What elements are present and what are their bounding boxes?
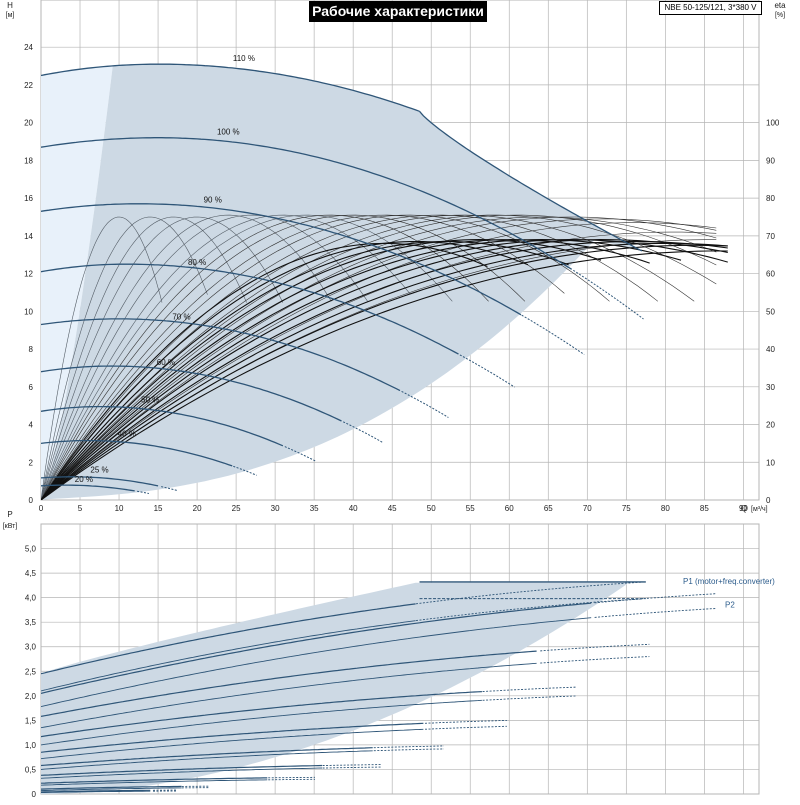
y-tick-label: 18 bbox=[24, 156, 33, 165]
x-axis-unit: [м³/ч] bbox=[751, 506, 768, 513]
speed-curve-label: 25 % bbox=[90, 465, 108, 474]
chart-title: Рабочие характеристики bbox=[309, 1, 487, 22]
p-tick-label: 0,5 bbox=[25, 765, 37, 774]
y2-tick-label: 50 bbox=[766, 307, 775, 316]
speed-curve-label: 90 % bbox=[204, 196, 222, 205]
pump-model-label: NBE 50-125/121, 3*380 V bbox=[659, 1, 762, 15]
x-axis-label: Q bbox=[741, 504, 747, 513]
p-tick-label: 4,0 bbox=[25, 594, 37, 603]
y-tick-label: 24 bbox=[24, 43, 33, 52]
x-tick-label: 60 bbox=[505, 504, 514, 513]
y-tick-label: 14 bbox=[24, 232, 33, 241]
x-tick-label: 20 bbox=[193, 504, 202, 513]
y-tick-label: 8 bbox=[29, 345, 34, 354]
speed-curve-label: 60 % bbox=[157, 358, 175, 367]
y-tick-label: 20 bbox=[24, 119, 33, 128]
p-tick-label: 3,0 bbox=[25, 643, 37, 652]
speed-curve-label: 110 % bbox=[233, 54, 255, 63]
x-tick-label: 40 bbox=[349, 504, 358, 513]
x-tick-label: 5 bbox=[78, 504, 83, 513]
y-tick-label: 12 bbox=[24, 270, 33, 279]
y2-tick-label: 40 bbox=[766, 345, 775, 354]
x-tick-label: 10 bbox=[115, 504, 124, 513]
speed-curve-label: 50 % bbox=[141, 396, 159, 405]
p-tick-label: 4,5 bbox=[25, 569, 37, 578]
y-tick-label: 22 bbox=[24, 81, 33, 90]
x-tick-label: 45 bbox=[388, 504, 397, 513]
legend-p2: P2 bbox=[725, 601, 735, 610]
y-axis-label: H bbox=[7, 1, 13, 10]
y-axis-unit: [м] bbox=[6, 12, 15, 19]
x-tick-label: 0 bbox=[39, 504, 44, 513]
x-tick-label: 30 bbox=[271, 504, 280, 513]
x-tick-label: 55 bbox=[466, 504, 475, 513]
p-tick-label: 1,0 bbox=[25, 741, 37, 750]
y2-tick-label: 80 bbox=[766, 194, 775, 203]
y2-tick-label: 90 bbox=[766, 156, 775, 165]
y-tick-label: 10 bbox=[24, 307, 33, 316]
x-tick-label: 65 bbox=[544, 504, 553, 513]
y-tick-label: 4 bbox=[29, 421, 34, 430]
x-tick-label: 35 bbox=[310, 504, 319, 513]
p-tick-label: 2,0 bbox=[25, 692, 37, 701]
y2-tick-label: 0 bbox=[766, 496, 771, 505]
p-tick-label: 1,5 bbox=[25, 716, 37, 725]
p-tick-label: 2,5 bbox=[25, 667, 37, 676]
x-tick-label: 85 bbox=[700, 504, 709, 513]
y-tick-label: 16 bbox=[24, 194, 33, 203]
p-axis-label: P bbox=[7, 510, 12, 519]
y-tick-label: 6 bbox=[29, 383, 34, 392]
x-tick-label: 15 bbox=[154, 504, 163, 513]
x-tick-label: 75 bbox=[622, 504, 631, 513]
speed-curve-label: 100 % bbox=[217, 128, 240, 137]
p-tick-label: 5,0 bbox=[25, 545, 37, 554]
y2-tick-label: 30 bbox=[766, 383, 775, 392]
legend-p1: P1 (motor+freq.converter) bbox=[683, 577, 775, 586]
y2-tick-label: 60 bbox=[766, 270, 775, 279]
x-tick-label: 50 bbox=[427, 504, 436, 513]
speed-curve-label: 20 % bbox=[75, 475, 93, 484]
y2-tick-label: 70 bbox=[766, 232, 775, 241]
y-tick-label: 0 bbox=[29, 496, 34, 505]
p-tick-label: 3,5 bbox=[25, 618, 37, 627]
y2-tick-label: 100 bbox=[766, 119, 780, 128]
y2-axis-label: eta bbox=[774, 1, 786, 10]
speed-curve-label: 70 % bbox=[172, 313, 190, 322]
p-tick-label: 0 bbox=[32, 790, 37, 799]
y2-axis-unit: [%] bbox=[775, 12, 785, 19]
y2-tick-label: 20 bbox=[766, 421, 775, 430]
y-tick-label: 2 bbox=[29, 458, 34, 467]
y2-tick-label: 10 bbox=[766, 458, 775, 467]
x-tick-label: 80 bbox=[661, 504, 670, 513]
x-tick-label: 25 bbox=[232, 504, 241, 513]
x-tick-label: 70 bbox=[583, 504, 592, 513]
p-axis-unit: [кВт] bbox=[3, 523, 18, 530]
speed-curve-label: 80 % bbox=[188, 258, 206, 267]
speed-curve-label: 40 % bbox=[118, 430, 136, 439]
